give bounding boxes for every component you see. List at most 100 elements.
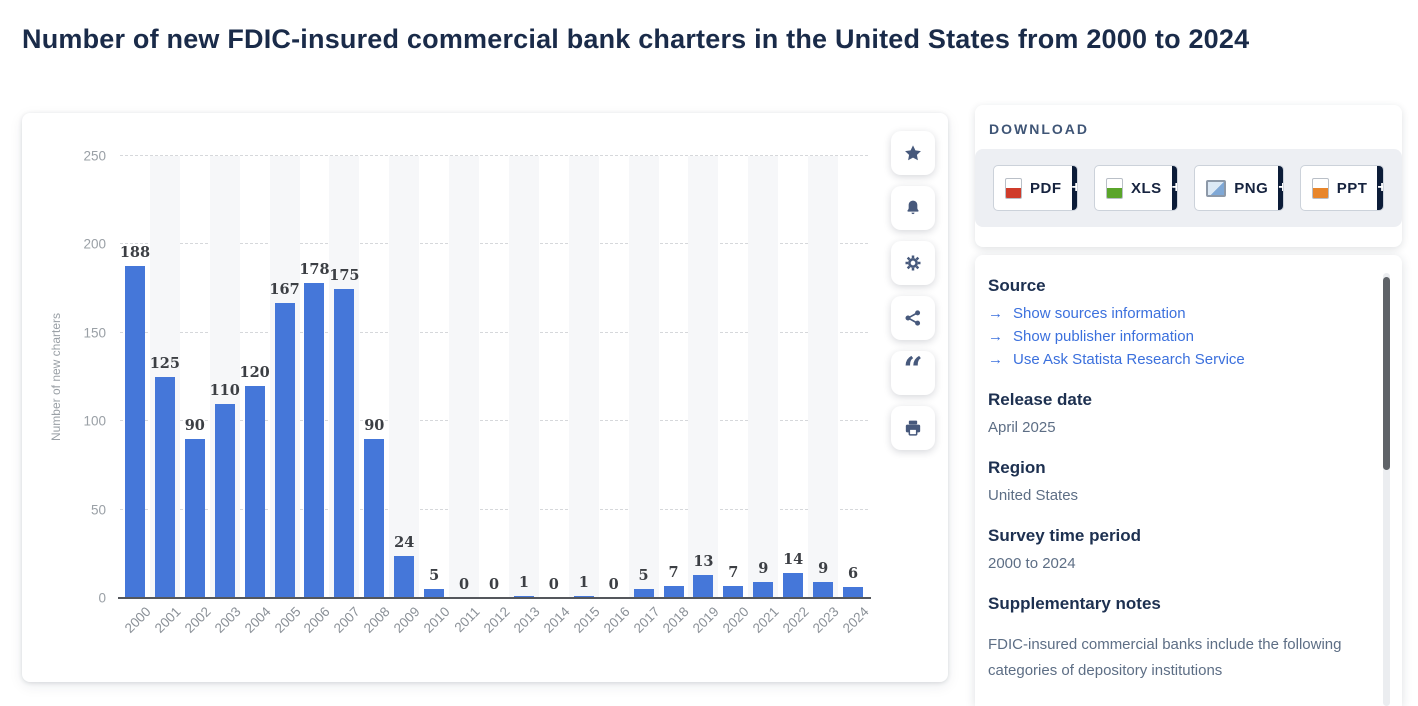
chart-column: 1 2015 [568,156,602,636]
chart-column: 24 2009 [389,156,423,636]
chart-column: 5 2010 [419,156,453,636]
pdf-file-icon [1005,177,1022,199]
download-ppt-button[interactable]: PPT + [1299,165,1385,211]
chart-column: 5 2017 [628,156,662,636]
cite-button[interactable]: “ [891,351,935,395]
download-png-main: PNG [1195,166,1278,210]
chart-card: Number of new charters 0 50 100 150 200 250 18… [22,113,948,682]
printer-icon [903,418,923,438]
region-value: United States [988,487,1079,504]
x-axis-tick-label: 2009 [390,604,423,636]
bar[interactable] [813,582,834,598]
x-axis-tick-label: 2013 [510,604,543,636]
x-axis-tick-label: 2019 [690,604,723,636]
bar[interactable] [783,573,804,598]
bar[interactable] [214,403,235,598]
info-scrollbar-thumb[interactable] [1383,277,1390,470]
bar-value-label: 9 [758,560,769,578]
bar-value-label: 14 [783,551,804,569]
page-title: Number of new FDIC-insured commercial ba… [22,24,1250,55]
bar-value-label: 13 [693,553,714,571]
share-button[interactable] [891,296,935,340]
quote-icon: “ [903,350,923,390]
favorite-button[interactable] [891,131,935,175]
x-axis-tick-label: 2004 [241,604,274,636]
print-button[interactable] [891,406,935,450]
download-format-group: PDF + XLS + PNG + PPT + [975,149,1402,227]
bar[interactable] [394,555,415,598]
bar[interactable] [274,302,295,598]
chart-column: 6 2024 [838,156,872,635]
star-icon [903,143,923,163]
info-scrollbar-track[interactable] [1383,273,1390,706]
bar-value-label: 90 [184,416,205,434]
notifications-button[interactable] [891,186,935,230]
chart-column: 90 2008 [359,156,393,636]
x-axis-tick-label: 2023 [809,604,842,636]
bar[interactable] [184,438,205,598]
y-axis-tick-label: 250 [83,148,106,164]
download-png-label: PNG [1234,179,1269,197]
gridline [120,420,868,422]
x-axis-tick-label: 2005 [271,604,304,636]
bar[interactable] [304,283,325,598]
x-axis-tick-label: 2012 [480,604,513,636]
x-axis-tick-label: 2010 [420,604,453,636]
bar-value-label: 110 [209,381,240,399]
bar[interactable] [843,587,864,598]
chart-column: 175 2007 [329,156,363,636]
bar-value-label: 188 [119,243,151,261]
settings-button[interactable] [891,241,935,285]
chart-column: 9 2021 [748,156,782,636]
gear-icon [903,253,923,273]
bar[interactable] [663,585,684,598]
bar[interactable] [633,589,654,598]
bar[interactable] [244,385,265,598]
download-png-plus-button[interactable]: + [1278,166,1283,210]
bar[interactable] [334,288,355,598]
download-pdf-plus-button[interactable]: + [1071,166,1077,210]
png-image-icon [1206,179,1227,197]
region-heading: Region [988,458,1046,477]
bar[interactable] [364,438,385,598]
chart-column: 125 2001 [150,156,183,636]
bar[interactable] [693,575,714,598]
bar[interactable] [124,265,145,598]
bar[interactable] [723,585,744,598]
ask-statista-link[interactable]: → Use Ask Statista Research Service [988,351,1350,368]
column-band [748,156,779,598]
download-pdf-main: PDF [994,166,1072,210]
ppt-file-icon [1311,177,1329,199]
download-png-button[interactable]: PNG + [1194,165,1284,211]
chart-column: 178 2006 [299,156,333,636]
show-sources-link-label: Show sources information [1013,305,1186,322]
download-ppt-plus-button[interactable]: + [1377,166,1384,210]
download-xls-plus-button[interactable]: + [1171,166,1178,210]
chart-column: 7 2018 [659,156,692,636]
chart-column: 90 2002 [180,156,214,636]
x-axis-tick-label: 2000 [121,604,154,636]
x-axis-tick-label: 2002 [181,604,214,636]
show-publisher-link[interactable]: → Show publisher information [988,328,1350,345]
x-axis-tick-label: 2020 [720,604,752,636]
y-axis-tick-label: 50 [90,502,106,518]
bar-value-label: 6 [847,565,859,583]
gridline [120,508,868,510]
chart-column: 1 2013 [508,156,543,636]
column-band [628,156,659,598]
x-axis-tick-label: 2022 [779,604,812,636]
download-pdf-button[interactable]: PDF + [993,165,1078,211]
download-xls-button[interactable]: XLS + [1093,165,1179,211]
show-sources-link[interactable]: → Show sources information [988,305,1350,322]
y-axis-tick-label: 200 [83,236,106,252]
bar[interactable] [424,589,445,598]
bar[interactable] [753,582,774,598]
y-axis-tick-label: 150 [83,325,106,341]
bar[interactable] [154,377,175,598]
bell-icon [903,198,923,218]
download-xls-label: XLS [1130,179,1162,197]
x-axis-tick-label: 2011 [451,604,483,636]
x-axis-tick-label: 2018 [660,604,693,636]
bar-value-label: 5 [638,567,649,585]
download-pdf-label: PDF [1030,179,1062,197]
